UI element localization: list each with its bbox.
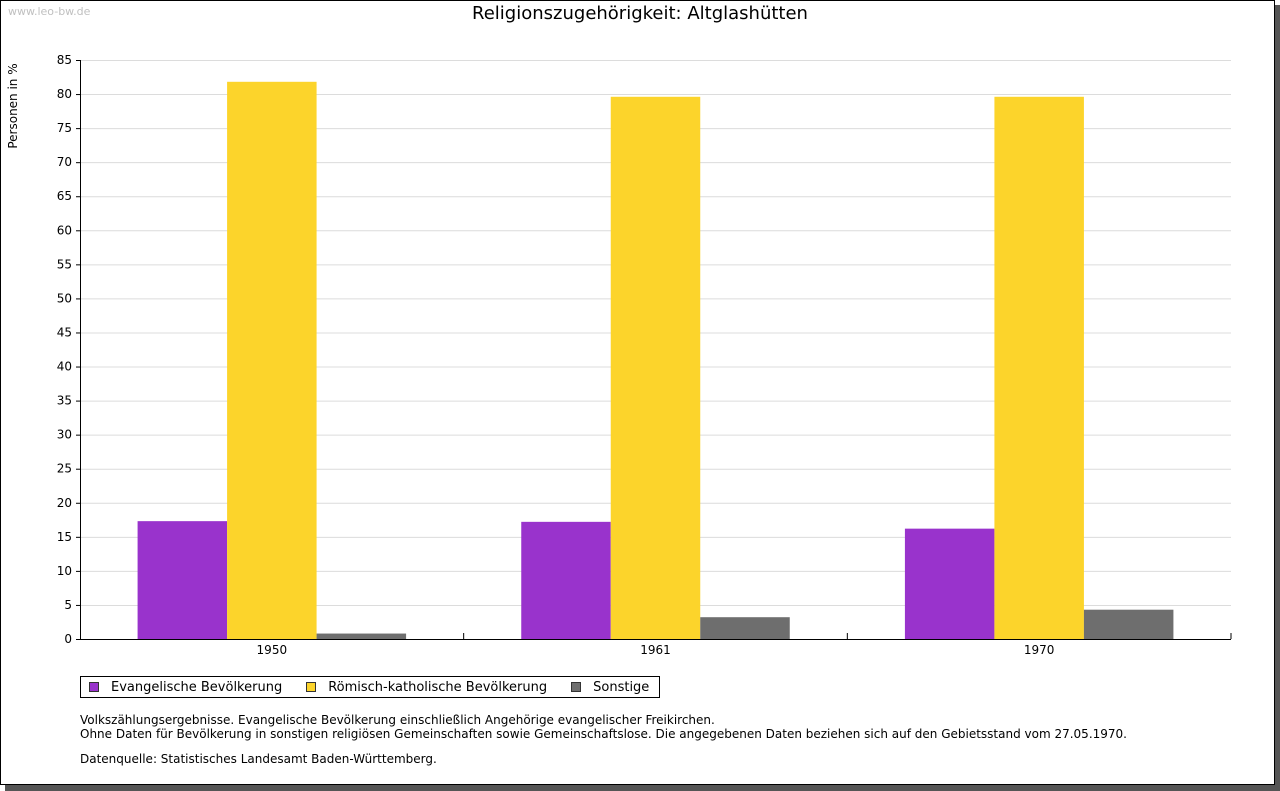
y-tick-label: 45	[57, 325, 72, 339]
footnotes: Volkszählungsergebnisse. Evangelische Be…	[80, 713, 1127, 741]
y-tick-label: 15	[57, 530, 72, 544]
frame-shadow-bottom	[5, 785, 1280, 791]
bar	[1083, 609, 1174, 639]
y-tick-label: 35	[57, 394, 72, 408]
y-tick-label: 25	[57, 462, 72, 476]
data-source: Datenquelle: Statistisches Landesamt Bad…	[80, 752, 437, 766]
legend-item-sonstige: Sonstige	[571, 680, 649, 695]
legend-item-katholisch: Römisch-katholische Bevölkerung	[306, 680, 547, 695]
y-tick-label: 60	[57, 223, 72, 237]
bar	[316, 633, 407, 639]
watermark: www.leo-bw.de	[8, 5, 91, 18]
y-tick-label: 20	[57, 496, 72, 510]
y-tick-label: 30	[57, 428, 72, 442]
legend-swatch	[306, 682, 317, 692]
y-tick-label: 50	[57, 291, 72, 305]
bar	[521, 521, 611, 639]
x-tick-label: 1961	[640, 643, 671, 657]
y-tick-label: 80	[57, 87, 72, 101]
y-tick-label: 85	[57, 53, 72, 67]
frame-shadow-right	[1275, 5, 1280, 791]
legend-label: Sonstige	[593, 679, 650, 695]
footnote-line: Volkszählungsergebnisse. Evangelische Be…	[80, 713, 715, 727]
legend-label: Römisch-katholische Bevölkerung	[328, 679, 548, 695]
y-tick-label: 5	[64, 598, 72, 612]
legend-swatch	[571, 682, 582, 692]
legend-label: Evangelische Bevölkerung	[111, 679, 283, 695]
y-tick-label: 10	[57, 564, 72, 578]
legend-item-evangelisch: Evangelische Bevölkerung	[89, 680, 282, 695]
bar	[610, 96, 701, 640]
y-tick-label: 65	[57, 189, 72, 203]
y-tick-label: 0	[64, 632, 72, 646]
legend: Evangelische Bevölkerung Römisch-katholi…	[80, 676, 661, 698]
y-tick-label: 55	[57, 257, 72, 271]
bar	[700, 617, 790, 639]
bar	[994, 96, 1084, 640]
x-tick-label: 1970	[1024, 643, 1055, 657]
chart-title: Religionszugehörigkeit: Altglashütten	[472, 3, 808, 24]
bar	[227, 81, 317, 639]
y-tick-label: 75	[57, 121, 72, 135]
bar-chart: 0 5 10 15 20 25 30 35 40 45 50 55 60 65 70 75 80 85 1950 19…	[57, 53, 1232, 657]
y-tick-label: 70	[57, 155, 72, 169]
x-tick-label: 1950	[257, 643, 288, 657]
legend-swatch	[89, 682, 99, 692]
bar	[904, 528, 995, 639]
footnote-line: Ohne Daten für Bevölkerung in sonstigen …	[80, 727, 1127, 741]
y-tick-label: 40	[57, 360, 72, 374]
bar	[137, 521, 228, 639]
